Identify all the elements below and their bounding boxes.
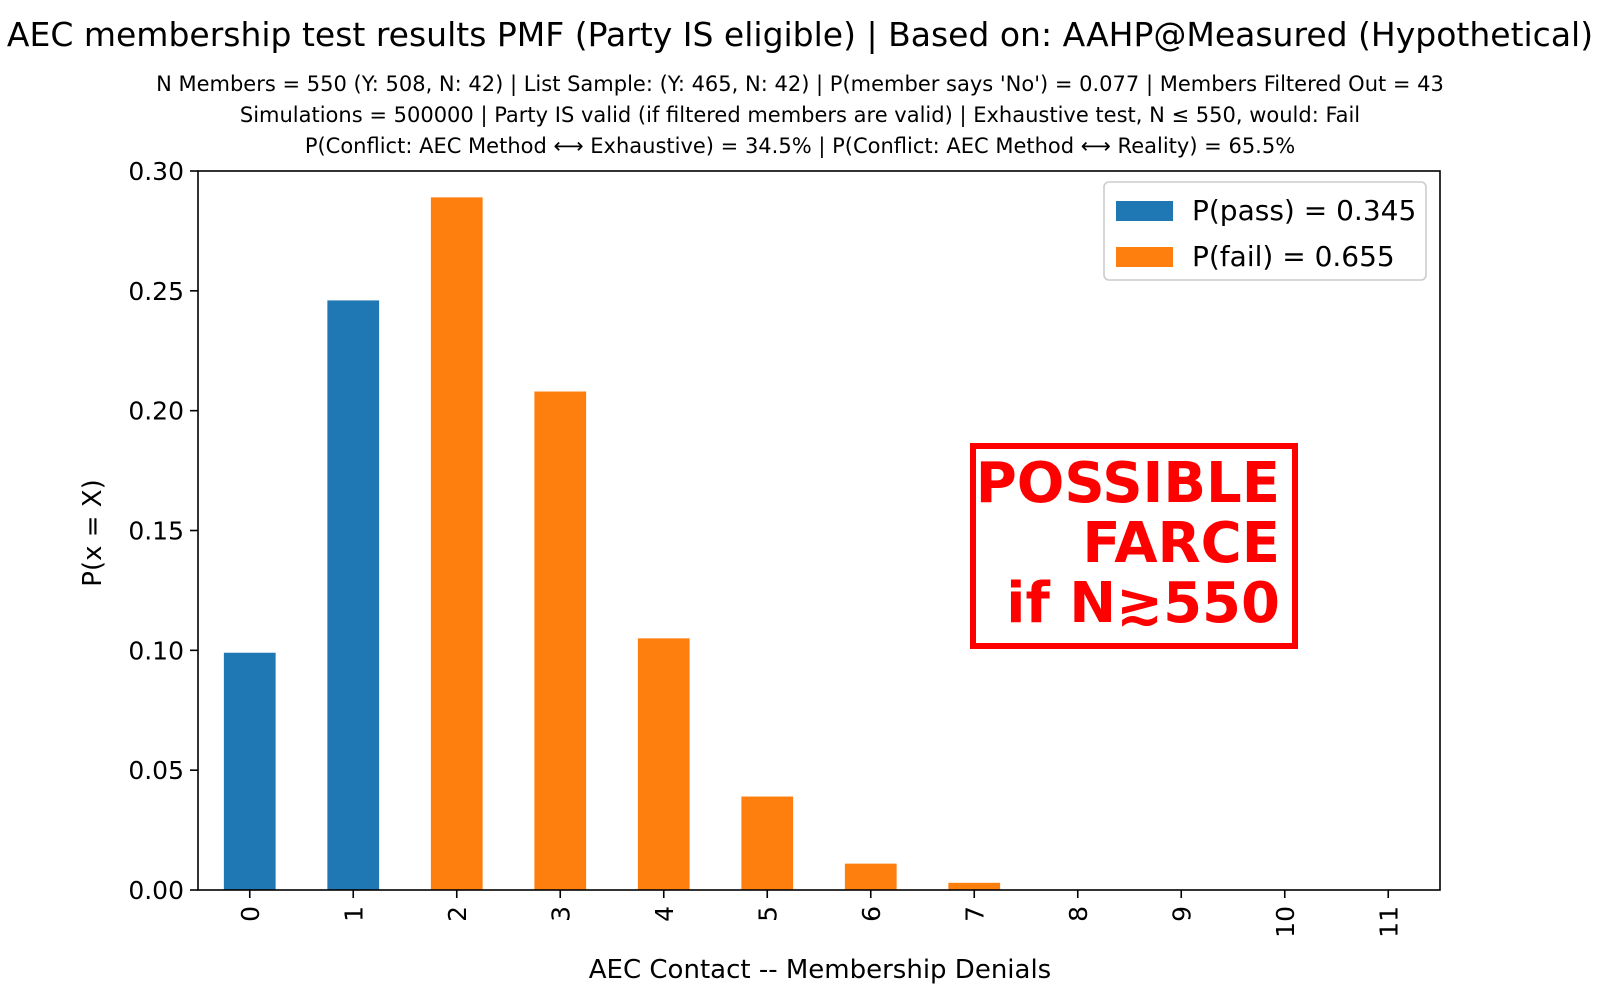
legend-label-fail: P(fail) = 0.655 — [1192, 240, 1395, 273]
x-tick-label: 11 — [1374, 906, 1403, 938]
legend-label-pass: P(pass) = 0.345 — [1192, 194, 1416, 227]
bar-3 — [534, 391, 587, 890]
x-axis-label: AEC Contact -- Membership Denials — [589, 955, 1051, 985]
chart-subtitle-line-2: Simulations = 500000 | Party IS valid (i… — [240, 103, 1360, 128]
x-tick-label: 4 — [650, 906, 679, 922]
chart-subtitle-line-3: P(Conflict: AEC Method ⟷ Exhaustive) = 3… — [305, 134, 1295, 159]
y-tick-label: 0.15 — [128, 517, 184, 546]
x-tick-label: 9 — [1167, 906, 1196, 922]
chart-subtitle-line-1: N Members = 550 (Y: 508, N: 42) | List S… — [156, 72, 1444, 97]
x-tick-label: 5 — [753, 906, 782, 922]
bar-1 — [327, 300, 380, 890]
annotation-line-1: POSSIBLE — [976, 451, 1280, 516]
legend: P(pass) = 0.345 P(fail) = 0.655 — [1103, 181, 1427, 281]
y-tick-label: 0.25 — [128, 277, 184, 306]
chart-title: AEC membership test results PMF (Party I… — [7, 15, 1593, 54]
bar-6 — [844, 863, 897, 890]
axes-layer: 0.00 0.05 0.10 0.15 0.20 0.25 0.30 0 1 2 3 4 5 6 7 8 9 10… — [128, 157, 1441, 938]
x-tick-label: 10 — [1271, 906, 1300, 938]
bar-0 — [223, 652, 276, 890]
legend-swatch-pass — [1116, 201, 1173, 221]
x-tick-label: 7 — [960, 906, 989, 922]
y-tick-label: 0.20 — [128, 397, 184, 426]
annotation-frame — [970, 443, 1298, 649]
bars-layer — [223, 197, 1001, 890]
bar-7 — [948, 882, 1001, 890]
annotation-line-3: if N≳550 — [1006, 571, 1280, 636]
y-tick-label: 0.00 — [128, 876, 184, 905]
x-tick-label: 3 — [546, 906, 575, 922]
x-tick-label: 0 — [236, 906, 265, 922]
annotation-line-2: FARCE — [1082, 511, 1280, 576]
x-tick-label: 6 — [857, 906, 886, 922]
bar-2 — [430, 197, 483, 890]
y-axis-label: P(x = X) — [78, 479, 108, 586]
bar-4 — [637, 638, 690, 890]
y-tick-label: 0.30 — [128, 157, 184, 186]
x-tick-label: 1 — [339, 906, 368, 922]
legend-box — [1103, 181, 1427, 281]
y-tick-label: 0.05 — [128, 756, 184, 785]
bar-5 — [741, 796, 794, 890]
legend-swatch-fail — [1116, 247, 1173, 267]
x-tick-label: 2 — [443, 906, 472, 922]
x-tick-label: 8 — [1064, 906, 1093, 922]
y-tick-label: 0.10 — [128, 636, 184, 665]
